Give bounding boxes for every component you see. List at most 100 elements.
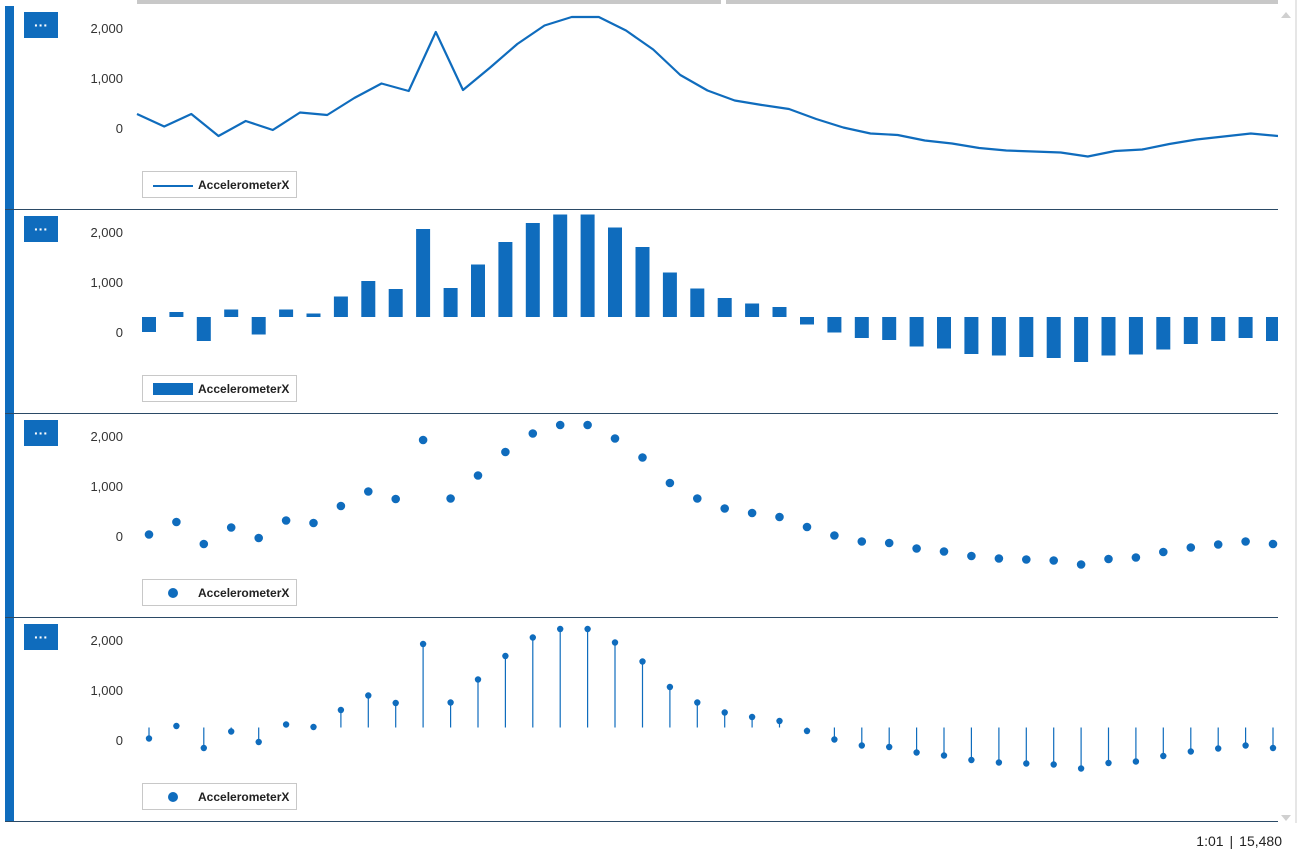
scatter-point [939,547,949,556]
bar [717,298,732,317]
bar-chart-panel: ··· 2,000 1,000 0 AccelerometerX [5,210,1278,414]
bar [800,317,814,325]
stem-point [447,699,454,706]
bar [471,264,485,317]
bar [662,272,677,317]
stem-point [282,721,290,728]
y-tick-label: 0 [116,325,123,340]
stem-point [995,759,1003,766]
y-tick-label: 0 [116,121,123,136]
bar [635,247,650,317]
scatter-point [967,551,976,561]
chart-legend[interactable]: AccelerometerX [142,579,297,606]
scatter-point [281,516,291,525]
stem-point [886,743,893,751]
chart-legend[interactable]: AccelerometerX [142,375,297,402]
chart-legend[interactable]: AccelerometerX [142,171,297,198]
bar [279,309,294,317]
scatter-point [610,434,620,443]
bar [251,317,266,335]
scatter-point [473,471,483,480]
more-options-button[interactable]: ··· [24,420,58,446]
window-edge [1295,0,1297,823]
bar [498,242,513,317]
scatter-point [309,518,318,528]
stem-point [200,744,207,752]
scatter-point [172,517,181,527]
stem-point [666,683,674,691]
stem-point [611,639,619,646]
scatter-point [336,501,346,511]
y-tick-label: 2,000 [90,21,123,36]
scroll-up-icon[interactable] [1281,12,1291,18]
stem-point [419,640,427,648]
scatter-point [528,429,538,438]
stem-point [365,692,372,699]
scroll-down-icon[interactable] [1281,815,1291,821]
stem-point [858,742,865,749]
stem-point [1160,752,1167,760]
y-tick-label: 0 [116,529,123,544]
more-options-button[interactable]: ··· [24,624,58,650]
top-tab-strip-segment[interactable] [137,0,721,4]
y-tick-label: 2,000 [90,225,123,240]
legend-label: AccelerometerX [198,790,290,804]
bar [443,288,458,317]
stem-point [776,717,783,725]
status-bar: 1:01 | 15,480 [1196,833,1282,849]
stem-point [529,634,536,641]
scatter-point [1186,543,1196,552]
bar [388,289,403,317]
stem-point [310,723,317,731]
y-tick-label: 1,000 [90,275,123,290]
scatter-chart-panel: ··· 2,000 1,000 0 AccelerometerX [5,414,1278,618]
stem-point [803,727,811,735]
series-line [136,15,1278,158]
bar [416,229,431,317]
scatter-point [254,533,263,543]
stem-point [1215,745,1222,752]
y-tick-label: 1,000 [90,71,123,86]
bar [909,317,924,347]
vertical-scrollbar[interactable] [1278,5,1295,823]
scatter-point [391,494,401,504]
stem-point [584,625,591,633]
top-tab-strip-segment[interactable] [726,0,1278,4]
bar [1128,317,1143,355]
stem-chart-panel: ··· 2,000 1,000 0 AccelerometerX [5,618,1278,822]
stem-point [721,709,728,716]
bar [1074,317,1089,362]
stem-point [1105,759,1112,767]
scatter-point [199,539,209,549]
stem-point [1023,760,1030,767]
bar [937,317,951,349]
y-tick-label: 0 [116,733,123,748]
scatter-point [994,554,1004,563]
bar [580,214,595,317]
more-options-button[interactable]: ··· [24,12,58,38]
bar [991,317,1006,356]
stem-point [639,658,646,665]
stem-point [1077,765,1085,772]
bar [854,317,869,338]
scatter-point [912,544,921,553]
bar [745,303,760,317]
more-options-button[interactable]: ··· [24,216,58,242]
row-count: 15,480 [1239,833,1282,849]
stem-point [337,706,345,714]
y-tick-label: 1,000 [90,479,123,494]
scatter-point [638,453,647,462]
bar [1183,317,1198,344]
scatter-point [884,538,894,548]
bar [1266,317,1278,341]
bar [827,317,842,333]
bar [169,312,184,317]
scatter-point [226,523,236,532]
scatter-point [693,494,702,503]
chart-legend[interactable]: AccelerometerX [142,783,297,810]
scatter-point [1241,537,1250,546]
legend-label: AccelerometerX [198,586,290,600]
scatter-point [144,530,154,539]
bar [1019,317,1034,357]
scatter-point [1159,547,1168,557]
